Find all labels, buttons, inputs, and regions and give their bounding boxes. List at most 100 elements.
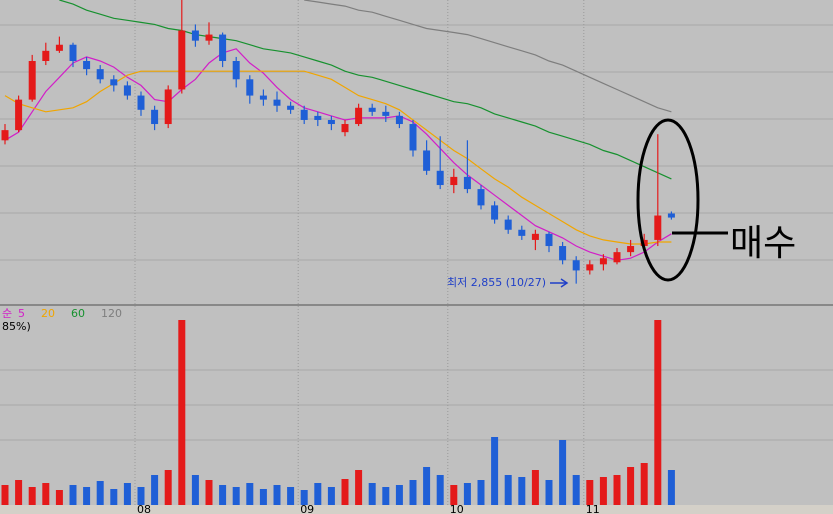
candle-body: [395, 115, 403, 125]
highlight-ellipse: [636, 118, 700, 282]
candle-body: [110, 79, 118, 86]
candle-body: [477, 189, 485, 206]
volume-bar: [259, 489, 267, 505]
volume-bar: [409, 480, 417, 505]
volume-bar: [654, 320, 662, 505]
candle-body: [259, 95, 267, 100]
ma-line: [304, 0, 672, 113]
volume-bar: [423, 467, 431, 505]
candle-body: [627, 246, 635, 253]
candle-body: [409, 124, 417, 151]
volume-bar: [545, 480, 553, 505]
price-grid: [0, 24, 833, 441]
volume-bar: [96, 481, 104, 505]
volume-bar: [327, 487, 335, 505]
annotation-arrowhead: [560, 278, 569, 288]
candle-body: [28, 61, 36, 100]
candle-body: [654, 215, 662, 240]
volume-bar: [42, 483, 50, 505]
volume-bar: [287, 487, 295, 505]
volume-bar: [314, 483, 322, 505]
annotation: 최저 2,855 (10/27): [447, 276, 546, 289]
candle-body: [599, 258, 607, 265]
plot: 08 09 10 11: [1, 0, 675, 514]
volume-bar: [368, 483, 376, 505]
volume-bar: [640, 463, 648, 505]
candle-body: [69, 44, 77, 61]
candle-body: [15, 99, 23, 131]
volume-bar: [110, 489, 118, 505]
candle-body: [518, 229, 526, 236]
candle-body: [572, 260, 580, 271]
volume-bar: [273, 485, 281, 505]
candle-body: [83, 61, 91, 70]
volume-bar: [219, 485, 227, 505]
volume-bar: [205, 480, 213, 505]
volume-bar: [667, 470, 675, 505]
signal-label: 매수: [730, 223, 796, 264]
candle-body: [300, 109, 308, 120]
candle-body: [205, 34, 213, 41]
candle-body: [55, 44, 63, 51]
volume-bar: [504, 475, 512, 505]
volume-bar: [55, 490, 63, 505]
volume-bar: [300, 490, 308, 505]
candle-body: [327, 119, 335, 125]
x-tick-label: 09: [300, 503, 314, 514]
x-tick-label: 08: [137, 503, 151, 514]
candle-body: [151, 109, 159, 125]
volume-bar: [559, 440, 567, 505]
legend-entry: 20: [41, 307, 55, 320]
volume-bar: [518, 477, 526, 505]
volume-bar: [613, 475, 621, 505]
volume-bar: [15, 480, 23, 505]
candle-body: [164, 89, 172, 125]
x-tick-label: 10: [450, 503, 464, 514]
volume-bar: [491, 437, 499, 505]
volume-bar: [382, 487, 390, 505]
candle-body: [640, 239, 648, 247]
volume-bar: [178, 320, 186, 505]
legend-entry: 120: [101, 307, 122, 320]
volume-bar: [151, 475, 159, 505]
volume-bar: [28, 487, 36, 505]
candle-body: [96, 69, 104, 80]
candle-body: [504, 219, 512, 230]
volume-bar: [1, 485, 9, 505]
candle-body: [273, 99, 281, 106]
candle-body: [341, 124, 349, 133]
volume-bar: [572, 475, 580, 505]
candle-body: [423, 150, 431, 171]
candle-body: [586, 264, 594, 271]
candle-body: [314, 115, 322, 120]
candle-body: [368, 107, 376, 112]
candle-body: [545, 233, 553, 247]
volume-bar: [599, 477, 607, 505]
volume-bar: [232, 487, 240, 505]
candle-body: [491, 205, 499, 220]
x-axis-strip: [0, 505, 833, 514]
candle-body: [667, 213, 675, 218]
candle-body: [287, 105, 295, 110]
ma-line: [59, 0, 672, 180]
volume-bar: [123, 483, 131, 505]
legend-entry: 5: [18, 307, 25, 320]
volume-bar: [395, 485, 403, 505]
volume-bar: [83, 487, 91, 505]
candle-body: [355, 107, 363, 125]
volume-bar: [137, 487, 145, 505]
legend-note: 85%): [2, 320, 31, 333]
volume-bar: [436, 475, 444, 505]
volume-bar: [463, 483, 471, 505]
x-tick-label: 11: [586, 503, 600, 514]
volume-bar: [586, 480, 594, 505]
candle-body: [613, 252, 621, 263]
volume-bar: [164, 470, 172, 505]
volume-bar: [246, 483, 254, 505]
candle-body: [246, 79, 254, 96]
candle-body: [1, 130, 9, 141]
candle-body: [219, 34, 227, 61]
candle-body: [42, 50, 50, 61]
